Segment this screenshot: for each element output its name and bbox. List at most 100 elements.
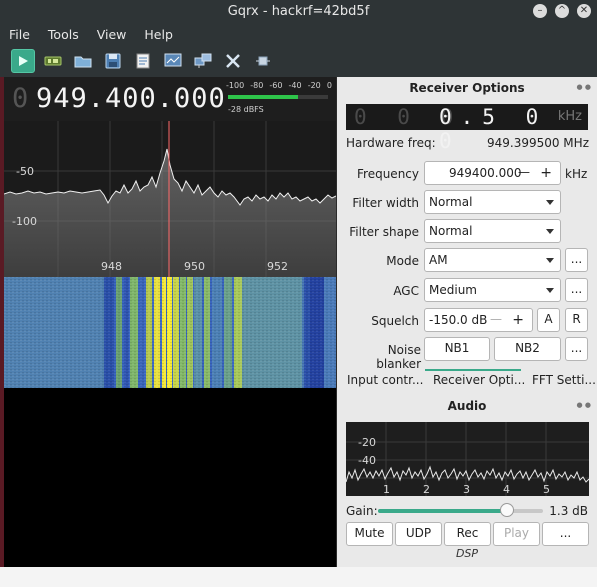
frequency-spinbox[interactable]: 949400.000 — + xyxy=(424,161,561,185)
tools-button[interactable] xyxy=(221,49,245,73)
offset-value[interactable]: 0.5 0 0 xyxy=(439,105,548,153)
squelch-label: Squelch xyxy=(371,314,419,328)
open-button[interactable] xyxy=(71,49,95,73)
tab-input-controls[interactable]: Input contr... xyxy=(347,373,424,387)
audio-y-tick: -20 xyxy=(358,436,376,449)
frequency-increment[interactable]: + xyxy=(540,165,552,181)
nb1-button[interactable]: NB1 xyxy=(424,337,490,361)
hardware-freq-label: Hardware freq: xyxy=(346,136,436,150)
signal-meter: -100 -80 -60 -40 -20 0 -28 dBFS xyxy=(226,81,332,119)
hardware-button[interactable] xyxy=(41,49,65,73)
mute-button[interactable]: Mute xyxy=(346,522,393,546)
squelch-input[interactable]: -150.0 dB xyxy=(429,313,488,327)
smeter-bar xyxy=(228,95,328,99)
filter-width-select[interactable]: Normal xyxy=(424,190,561,214)
save-icon xyxy=(105,53,121,69)
frequency-value[interactable]: 949.400.000 xyxy=(36,83,226,114)
mode-select[interactable]: AM xyxy=(424,248,561,272)
smeter-fill xyxy=(228,95,298,99)
screenshot-button[interactable] xyxy=(161,49,185,73)
spectrum-fill xyxy=(4,149,336,277)
squelch-decrement[interactable]: — xyxy=(490,312,502,326)
audio-x-tick: 1 xyxy=(383,483,390,496)
tools-icon xyxy=(226,54,240,68)
tab-receiver-options[interactable]: Receiver Opti... xyxy=(433,373,526,387)
udp-button[interactable]: UDP xyxy=(395,522,442,546)
frequency-input[interactable]: 949400.000 xyxy=(449,166,522,180)
toolbar xyxy=(0,45,597,77)
plugin-icon xyxy=(256,56,270,66)
play-audio-button[interactable]: Play xyxy=(493,522,540,546)
close-icon[interactable]: ✕ xyxy=(577,4,591,18)
smeter-tick: 0 xyxy=(326,81,332,90)
spectrum-y-tick: -100 xyxy=(12,215,37,228)
spectrum-plot[interactable]: -50 -100 948 950 952 xyxy=(3,121,337,277)
offset-leading-digits[interactable]: 0 0 0 xyxy=(354,105,463,129)
menu-view[interactable]: View xyxy=(96,27,127,42)
menu-tools[interactable]: Tools xyxy=(47,27,79,42)
filter-shape-label: Filter shape xyxy=(349,225,419,239)
play-button[interactable] xyxy=(11,49,35,73)
smeter-tick: -100 xyxy=(226,81,245,90)
agc-options-button[interactable]: ... xyxy=(565,278,588,302)
nb-options-button[interactable]: ... xyxy=(565,337,588,361)
dock-tabs: Input contr... Receiver Opti... FFT Sett… xyxy=(337,369,597,391)
audio-options-button[interactable]: ... xyxy=(542,522,589,546)
main-display: 0 949.400.000 -100 -80 -60 -40 -20 0 -28… xyxy=(3,77,337,567)
screenshot-icon xyxy=(164,53,182,67)
filter-width-label: Filter width xyxy=(352,196,419,210)
nb2-button[interactable]: NB2 xyxy=(494,337,561,361)
dock-options-icon[interactable]: ● ● xyxy=(576,83,591,91)
agc-select[interactable]: Medium xyxy=(424,278,561,302)
filter-width-value: Normal xyxy=(429,195,473,209)
dsp-label: DSP xyxy=(455,547,479,560)
open-folder-icon xyxy=(74,56,92,68)
audio-fft-plot[interactable]: -20 -40 1 2 3 4 5 xyxy=(345,422,590,496)
squelch-auto-button[interactable]: A xyxy=(537,308,560,332)
spectrum-x-tick: 952 xyxy=(267,260,288,273)
network-icon xyxy=(194,53,212,68)
hardware-icon xyxy=(44,56,62,66)
smeter-tick: -80 xyxy=(250,81,264,90)
notes-button[interactable] xyxy=(131,49,155,73)
spectrum-y-tick: -50 xyxy=(16,165,34,178)
frequency-leading-digit[interactable]: 0 xyxy=(12,83,29,114)
menu-file[interactable]: File xyxy=(9,27,30,42)
audio-fft-svg: -20 -40 1 2 3 4 5 xyxy=(345,422,590,496)
filter-shape-select[interactable]: Normal xyxy=(424,219,561,243)
hardware-freq-row: Hardware freq: 949.399500 MHz xyxy=(346,136,589,150)
menu-help[interactable]: Help xyxy=(144,27,173,42)
mode-options-button[interactable]: ... xyxy=(565,248,588,272)
tab-fft-settings[interactable]: FFT Setti... xyxy=(532,373,596,387)
receiver-options-dock: Receiver Options ● ● 0 0 0 0.5 0 0 kHz H… xyxy=(337,77,597,567)
smeter-tick: -20 xyxy=(307,81,321,90)
mode-value: AM xyxy=(429,253,448,267)
receiver-options-title: Receiver Options xyxy=(409,81,525,95)
waterfall-plot[interactable] xyxy=(4,277,336,388)
audio-y-tick: -40 xyxy=(358,454,376,467)
squelch-spinbox[interactable]: -150.0 dB — + xyxy=(424,308,533,332)
rec-button[interactable]: Rec xyxy=(444,522,491,546)
plugin-button[interactable] xyxy=(251,49,275,73)
save-button[interactable] xyxy=(101,49,125,73)
dock-options-icon[interactable]: ● ● xyxy=(576,401,591,409)
audio-x-tick: 3 xyxy=(463,483,470,496)
squelch-increment[interactable]: + xyxy=(512,312,524,328)
smeter-tick: -40 xyxy=(288,81,302,90)
squelch-reset-button[interactable]: R xyxy=(565,308,588,332)
frequency-display[interactable]: 0 949.400.000 -100 -80 -60 -40 -20 0 -28… xyxy=(4,77,336,121)
audio-x-tick: 2 xyxy=(423,483,430,496)
filter-offset-display[interactable]: 0 0 0 0.5 0 0 kHz xyxy=(346,104,588,153)
audio-x-tick: 5 xyxy=(543,483,550,496)
minimize-icon[interactable]: – xyxy=(533,4,547,18)
gain-value: 1.3 dB xyxy=(549,504,588,518)
audio-x-tick: 4 xyxy=(503,483,510,496)
network-button[interactable] xyxy=(191,49,215,73)
frequency-decrement[interactable]: — xyxy=(518,165,530,179)
gain-slider-handle[interactable] xyxy=(499,503,514,517)
menu-bar: File Tools View Help xyxy=(0,24,597,45)
mode-label: Mode xyxy=(386,254,419,268)
window-title: Gqrx - hackrf=42bd5f xyxy=(227,4,370,19)
maximize-icon[interactable]: ^ xyxy=(555,4,569,18)
gain-label: Gain: xyxy=(346,504,378,518)
